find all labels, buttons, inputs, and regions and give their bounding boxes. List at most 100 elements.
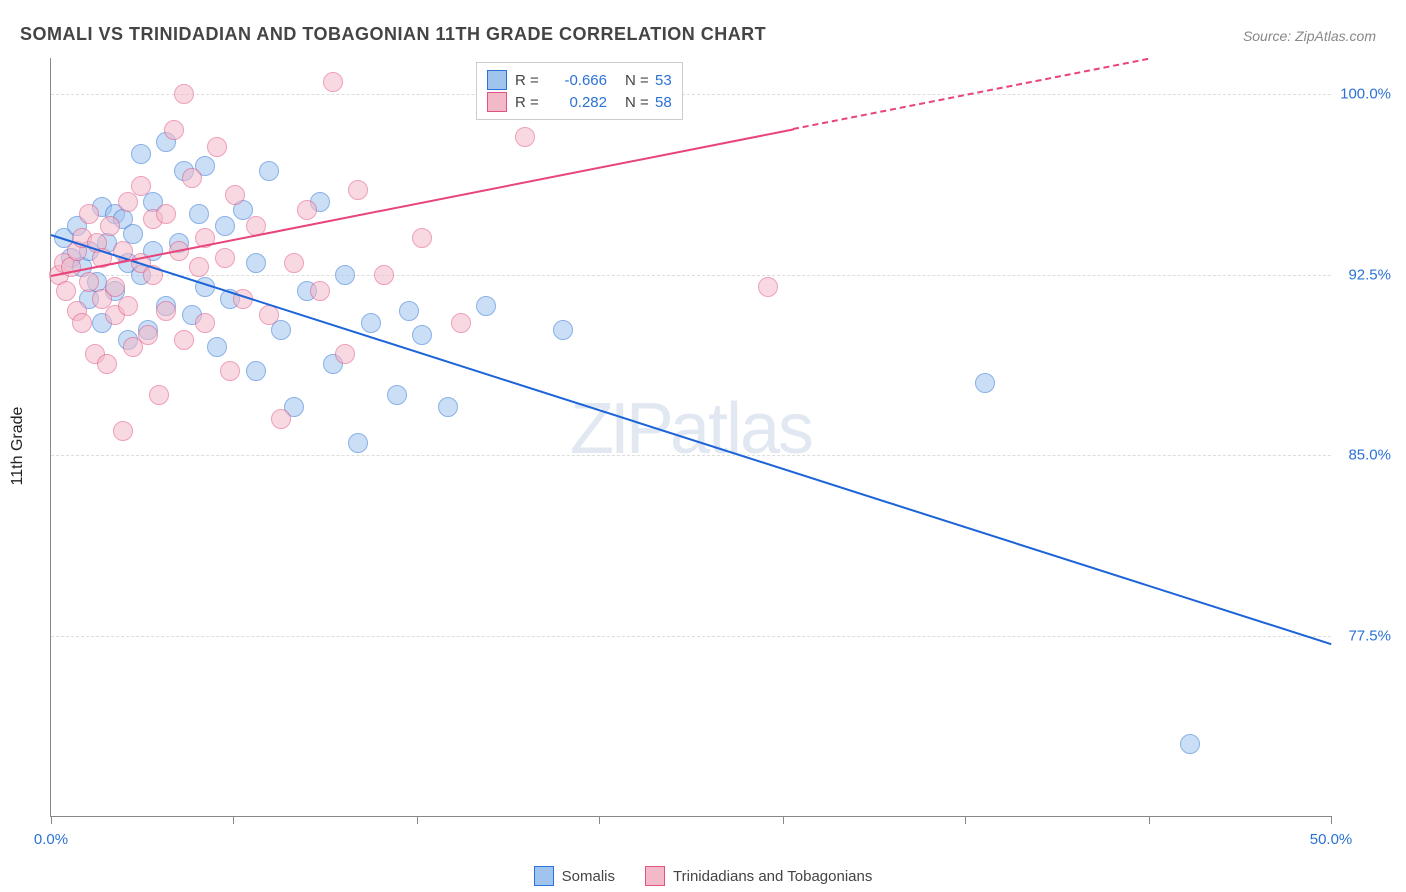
data-point [105, 277, 125, 297]
data-point [297, 200, 317, 220]
x-tick-label: 50.0% [1310, 831, 1353, 848]
data-point [553, 320, 573, 340]
watermark: ZIPatlas [570, 388, 812, 470]
data-point [438, 397, 458, 417]
data-point [220, 361, 240, 381]
stat-r-label: R = [515, 94, 547, 111]
data-point [131, 144, 151, 164]
data-point [174, 84, 194, 104]
data-point [451, 313, 471, 333]
data-point [56, 281, 76, 301]
y-tick-label: 85.0% [1336, 447, 1391, 464]
gridline [51, 94, 1331, 95]
gridline [51, 275, 1331, 276]
data-point [149, 385, 169, 405]
data-point [310, 281, 330, 301]
gridline [51, 636, 1331, 637]
data-point [118, 192, 138, 212]
stat-r-value: -0.666 [547, 72, 607, 89]
x-tick [1149, 816, 1150, 824]
data-point [195, 313, 215, 333]
chart-title: SOMALI VS TRINIDADIAN AND TOBAGONIAN 11T… [20, 24, 766, 45]
legend-label: Somalis [562, 868, 615, 885]
data-point [271, 409, 291, 429]
y-tick-label: 100.0% [1336, 86, 1391, 103]
data-point [182, 168, 202, 188]
source-label: Source: ZipAtlas.com [1243, 28, 1376, 44]
gridline [51, 455, 1331, 456]
legend-swatch [534, 866, 554, 886]
x-tick [1331, 816, 1332, 824]
data-point [207, 337, 227, 357]
data-point [97, 354, 117, 374]
data-point [284, 253, 304, 273]
data-point [189, 204, 209, 224]
legend-item: Somalis [534, 866, 615, 886]
data-point [246, 361, 266, 381]
data-point [174, 330, 194, 350]
data-point [79, 272, 99, 292]
data-point [215, 248, 235, 268]
data-point [72, 313, 92, 333]
data-point [374, 265, 394, 285]
data-point [156, 301, 176, 321]
data-point [156, 204, 176, 224]
data-point [246, 253, 266, 273]
data-point [387, 385, 407, 405]
data-point [758, 277, 778, 297]
x-tick [965, 816, 966, 824]
y-tick-label: 92.5% [1336, 266, 1391, 283]
data-point [335, 265, 355, 285]
data-point [79, 204, 99, 224]
data-point [118, 296, 138, 316]
x-tick [783, 816, 784, 824]
data-point [1180, 734, 1200, 754]
bottom-legend: Somalis Trinidadians and Tobagonians [0, 866, 1406, 886]
data-point [207, 137, 227, 157]
data-point [515, 127, 535, 147]
data-point [476, 296, 496, 316]
data-point [335, 344, 355, 364]
stat-n-label: N = [625, 94, 655, 111]
data-point [164, 120, 184, 140]
stat-r-value: 0.282 [547, 94, 607, 111]
data-point [412, 228, 432, 248]
data-point [113, 421, 133, 441]
data-point [225, 185, 245, 205]
data-point [348, 433, 368, 453]
stat-n-value: 53 [655, 72, 672, 89]
data-point [100, 216, 120, 236]
regression-line [51, 234, 1332, 645]
legend-swatch [645, 866, 665, 886]
x-tick-label: 0.0% [34, 831, 68, 848]
plot-area: ZIPatlas 77.5%85.0%92.5%100.0%0.0%50.0%R… [50, 58, 1331, 817]
data-point [131, 176, 151, 196]
y-axis-label: 11th Grade [9, 407, 27, 486]
data-point [975, 373, 995, 393]
data-point [399, 301, 419, 321]
data-point [215, 216, 235, 236]
data-point [348, 180, 368, 200]
stats-legend-row: R =0.282 N =58 [487, 91, 672, 113]
x-tick [417, 816, 418, 824]
data-point [138, 325, 158, 345]
x-tick [51, 816, 52, 824]
stats-legend: R =-0.666 N =53 R =0.282 N =58 [476, 62, 683, 120]
stat-r-label: R = [515, 72, 547, 89]
data-point [189, 257, 209, 277]
legend-item: Trinidadians and Tobagonians [645, 866, 872, 886]
data-point [361, 313, 381, 333]
data-point [259, 161, 279, 181]
y-tick-label: 77.5% [1336, 627, 1391, 644]
legend-swatch [487, 70, 507, 90]
data-point [259, 305, 279, 325]
stats-legend-row: R =-0.666 N =53 [487, 69, 672, 91]
x-tick [599, 816, 600, 824]
stat-n-value: 58 [655, 94, 672, 111]
legend-label: Trinidadians and Tobagonians [673, 868, 872, 885]
x-tick [233, 816, 234, 824]
stat-n-label: N = [625, 72, 655, 89]
data-point [412, 325, 432, 345]
data-point [323, 72, 343, 92]
legend-swatch [487, 92, 507, 112]
